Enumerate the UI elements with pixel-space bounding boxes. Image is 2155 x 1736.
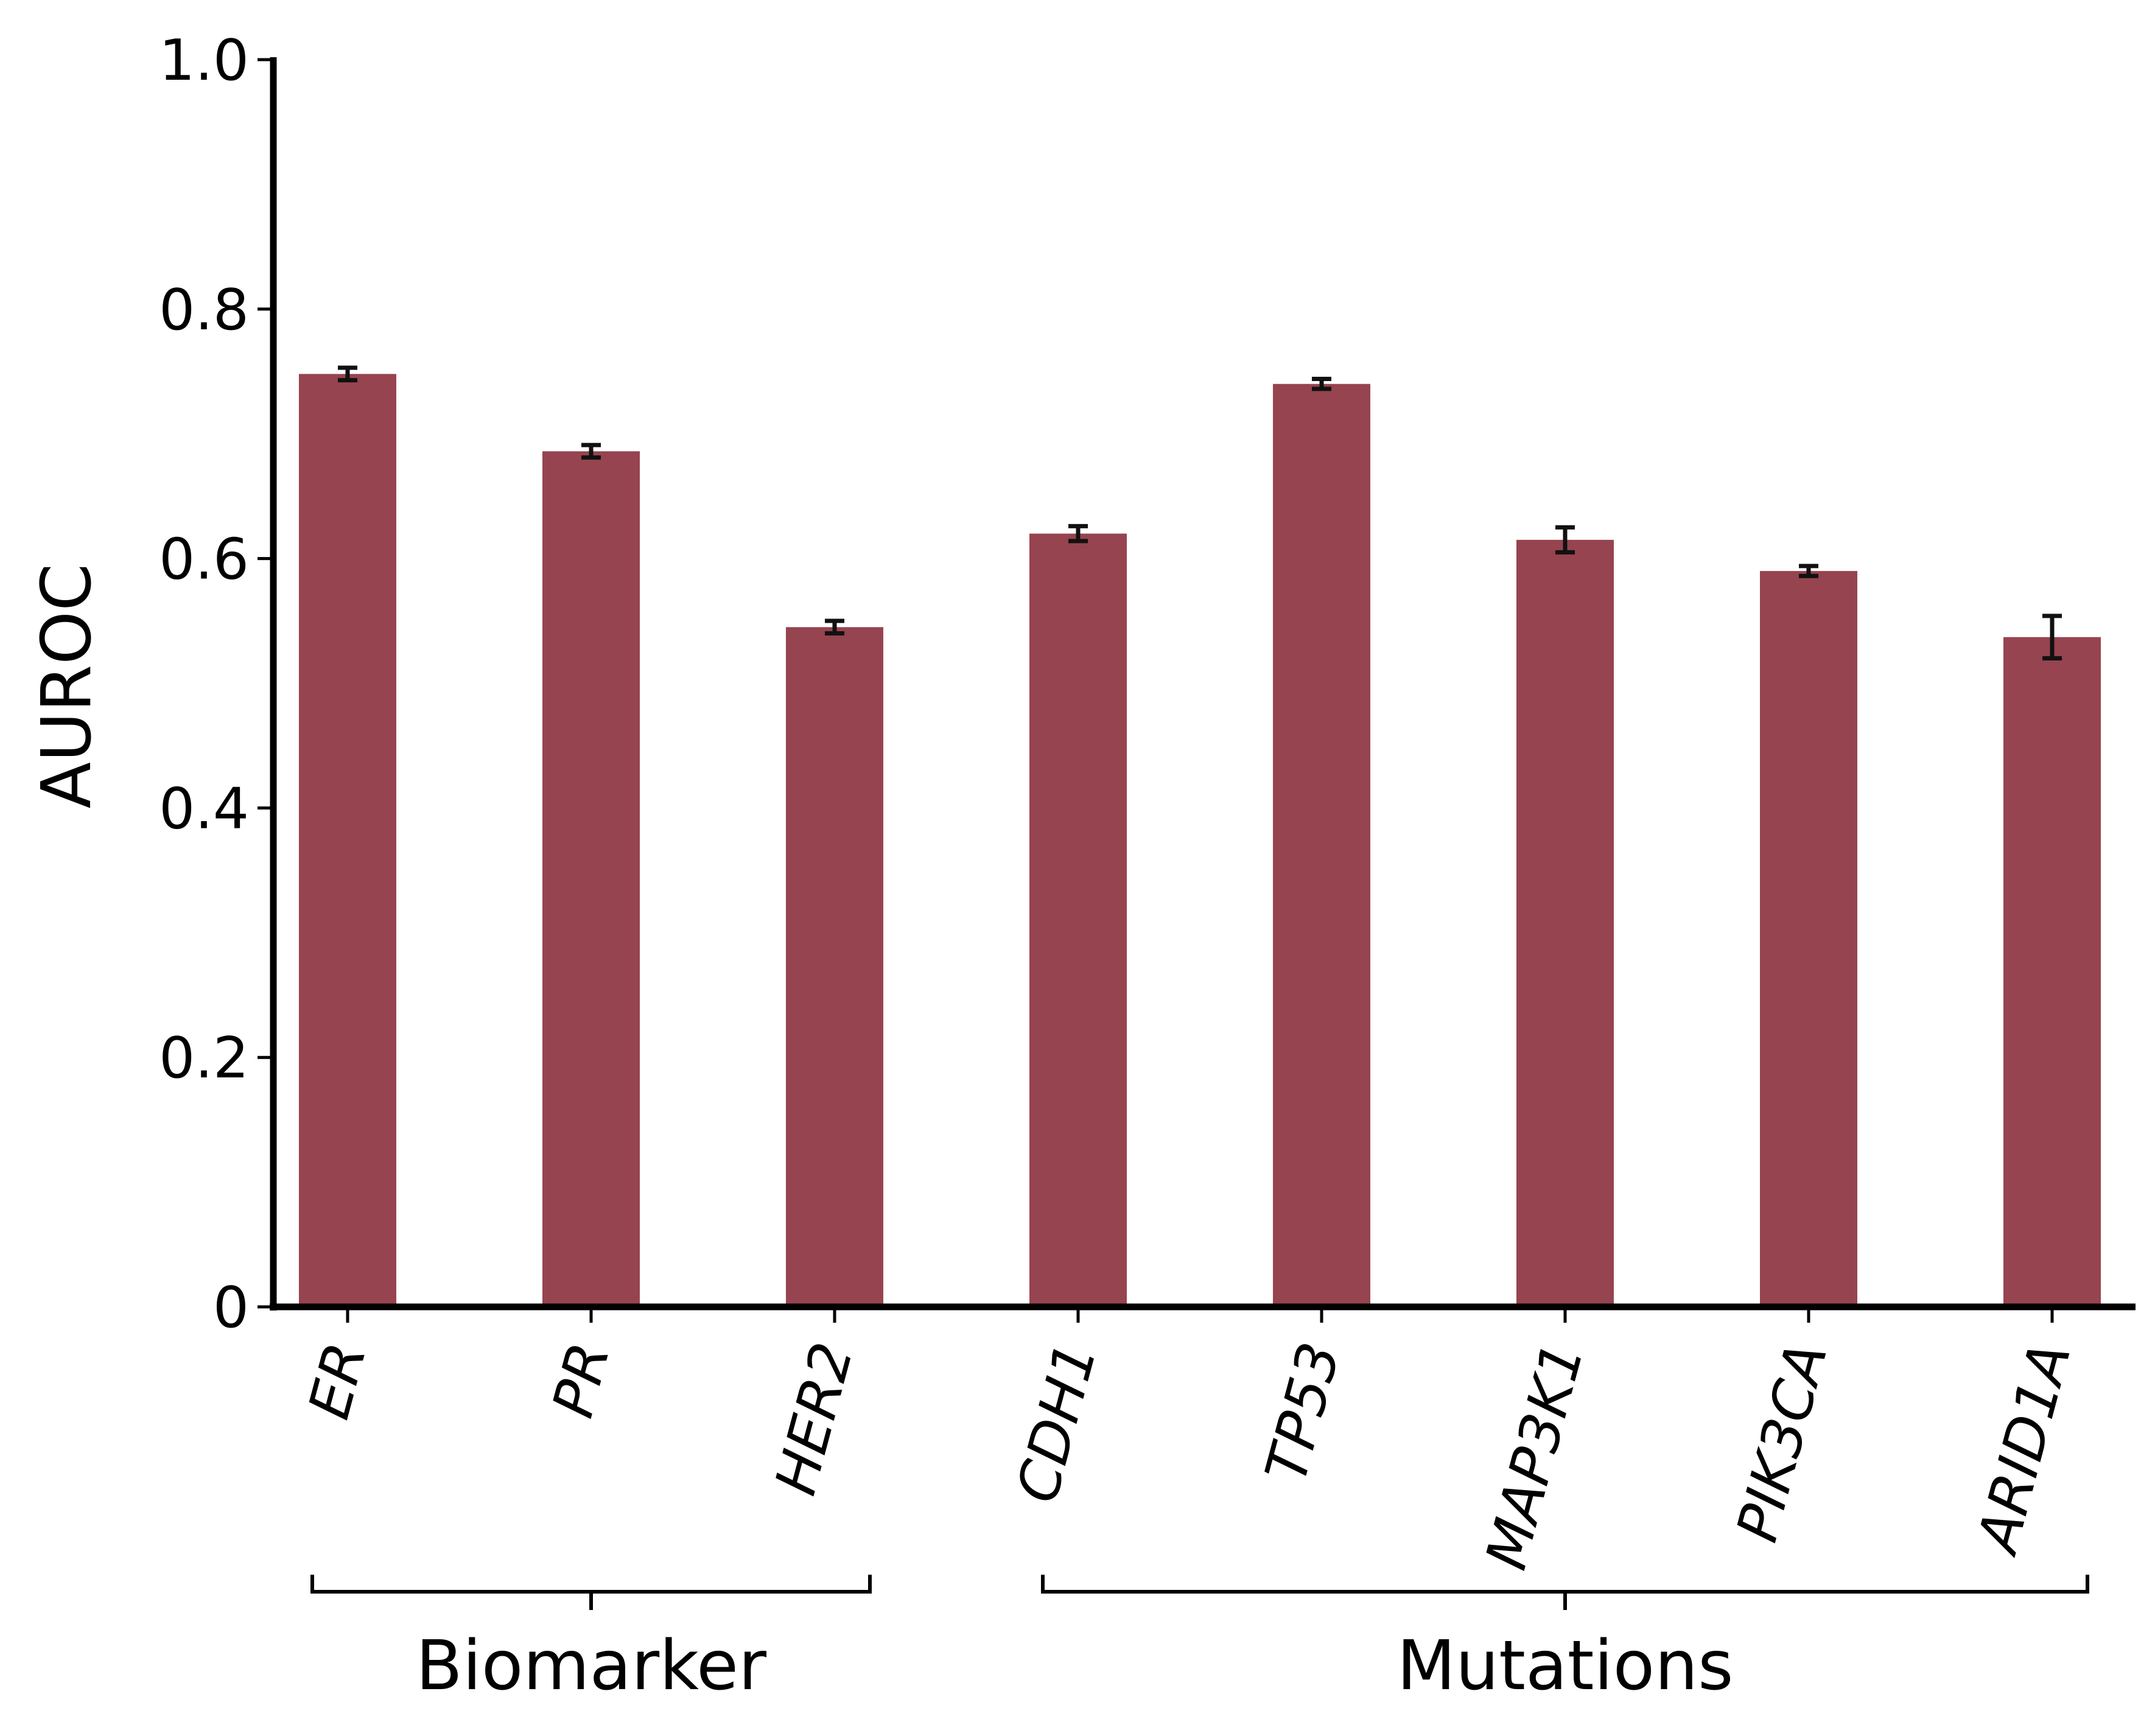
y-axis-title: AUROC bbox=[27, 564, 107, 809]
error-bar-pik3ca bbox=[1799, 564, 1818, 578]
x-tick-label-er: ER bbox=[296, 1336, 379, 1426]
bar-her2 bbox=[786, 627, 883, 1307]
x-tick-label-arid1a: ARID1A bbox=[1964, 1336, 2083, 1562]
bar-tp53 bbox=[1273, 383, 1370, 1307]
error-bars-layer bbox=[338, 365, 2062, 661]
bar-er bbox=[299, 374, 396, 1307]
bar-arid1a bbox=[2003, 637, 2101, 1307]
group-bracket-mutations bbox=[1041, 1575, 2089, 1610]
x-tick-label-pik3ca: PIK3CA bbox=[1724, 1336, 1840, 1549]
y-tick-label: 0.4 bbox=[159, 775, 249, 841]
error-bar-er bbox=[338, 365, 357, 383]
x-tick-label-pr: PR bbox=[540, 1336, 623, 1424]
error-bar-arid1a bbox=[2042, 614, 2062, 661]
group-brackets-layer: Biomarker Mutations bbox=[310, 1575, 2089, 1706]
bar-pr bbox=[542, 451, 640, 1307]
group-label-mutations: Mutations bbox=[1396, 1626, 1733, 1706]
bars-layer bbox=[299, 374, 2101, 1307]
y-tick-label: 0.8 bbox=[159, 277, 249, 343]
x-tick-label-map3k1: MAP3K1 bbox=[1473, 1336, 1596, 1576]
y-tick-label: 0 bbox=[213, 1275, 249, 1340]
x-tick-label-cdh1: CDH1 bbox=[1004, 1336, 1109, 1510]
error-bar-pr bbox=[581, 443, 601, 460]
group-label-biomarker: Biomarker bbox=[416, 1626, 767, 1706]
x-tick-label-her2: HER2 bbox=[763, 1336, 866, 1502]
y-tick-label: 0.6 bbox=[159, 527, 249, 592]
error-bar-cdh1 bbox=[1068, 523, 1088, 544]
group-bracket-biomarker bbox=[310, 1575, 872, 1610]
y-tick-label: 1.0 bbox=[159, 27, 249, 93]
error-bar-her2 bbox=[825, 618, 844, 636]
bar-cdh1 bbox=[1029, 533, 1127, 1307]
y-tick-label: 0.2 bbox=[159, 1025, 249, 1091]
error-bar-tp53 bbox=[1312, 377, 1331, 391]
y-ticks-layer: 0 0.2 0.4 0.6 0.8 1.0 bbox=[159, 27, 273, 1340]
bar-pik3ca bbox=[1760, 571, 1857, 1307]
axes-layer bbox=[270, 57, 2136, 1311]
bar-map3k1 bbox=[1516, 539, 1614, 1307]
error-bar-map3k1 bbox=[1555, 525, 1575, 555]
x-tick-label-tp53: TP53 bbox=[1253, 1336, 1353, 1489]
x-ticks-layer: ER PR HER2 CDH1 TP53 MAP3K1 PIK3CA ARID1A bbox=[296, 1307, 2083, 1576]
